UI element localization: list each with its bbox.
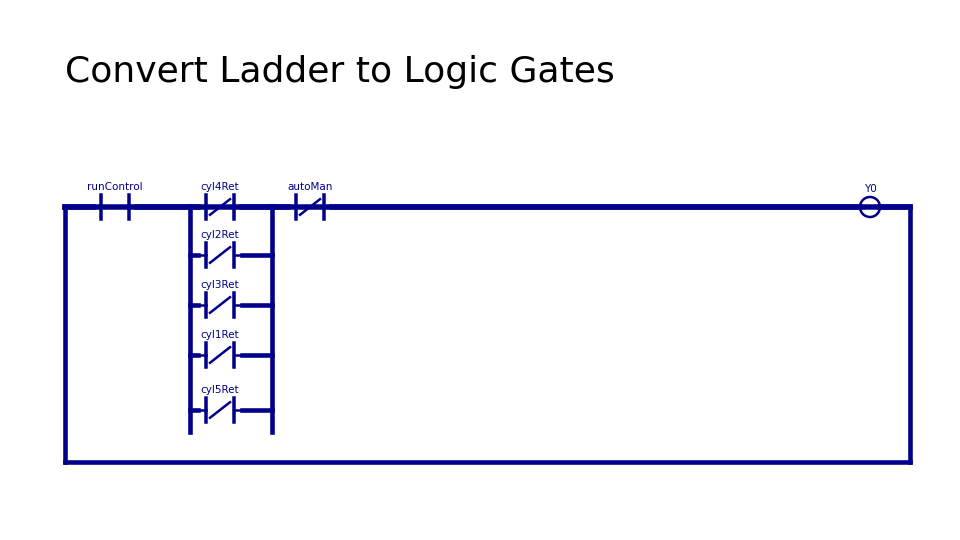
Text: Convert Ladder to Logic Gates: Convert Ladder to Logic Gates: [65, 55, 614, 89]
Text: runControl: runControl: [87, 182, 143, 192]
Text: autoMan: autoMan: [287, 182, 333, 192]
Text: Y0: Y0: [864, 184, 876, 194]
Text: cyl2Ret: cyl2Ret: [201, 230, 239, 240]
Text: cyl4Ret: cyl4Ret: [201, 182, 239, 192]
Text: cyl1Ret: cyl1Ret: [201, 330, 239, 340]
Text: cyl5Ret: cyl5Ret: [201, 385, 239, 395]
Text: cyl3Ret: cyl3Ret: [201, 280, 239, 290]
